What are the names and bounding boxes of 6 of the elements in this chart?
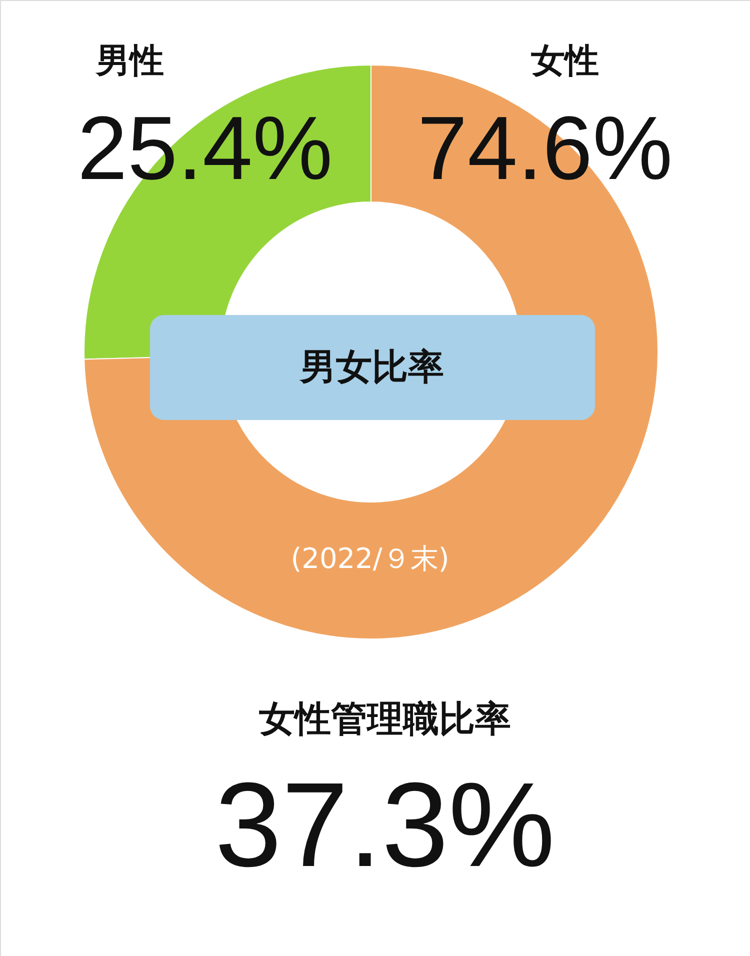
text: (2022/９末) xyxy=(290,542,450,575)
text: 37.3% xyxy=(214,758,556,892)
slice-label: 女性 xyxy=(530,41,599,81)
slice-label: 男性 xyxy=(95,41,164,81)
text: 女性管理職比率 xyxy=(259,699,511,740)
text: 男女比率 xyxy=(299,347,444,388)
